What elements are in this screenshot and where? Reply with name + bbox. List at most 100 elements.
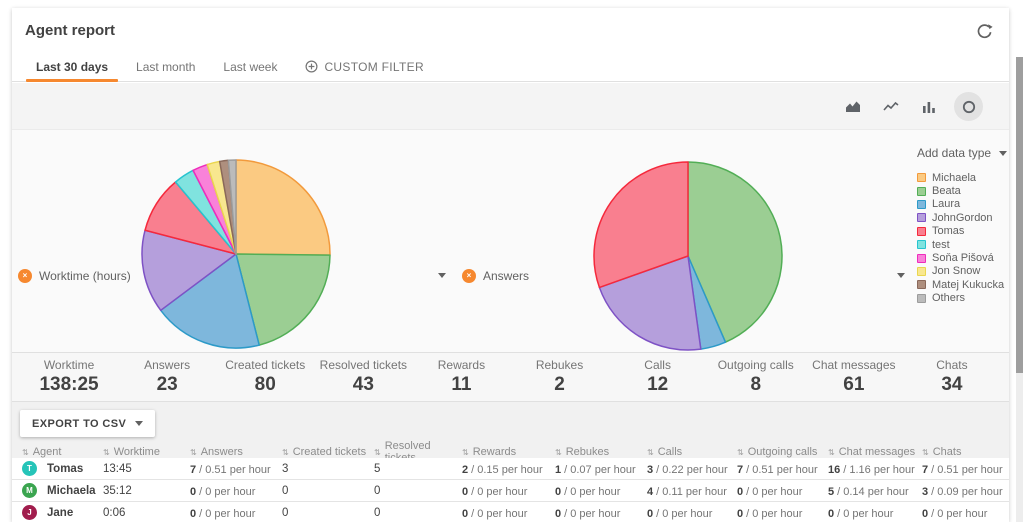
legend-swatch-icon bbox=[917, 253, 926, 263]
refresh-button[interactable] bbox=[973, 20, 995, 42]
rate: / 0 per hour bbox=[564, 507, 621, 520]
pie-slice-Laura[interactable] bbox=[159, 253, 260, 349]
legend-swatch-icon bbox=[917, 280, 926, 290]
pie-chart-glyph bbox=[962, 100, 975, 113]
value: 0 bbox=[647, 507, 654, 520]
legend-item[interactable]: Soňa Pišová bbox=[917, 251, 1009, 264]
value: 7 bbox=[190, 463, 197, 476]
worktime-cell: 0:06 bbox=[103, 506, 126, 519]
value: 7 bbox=[922, 463, 929, 476]
legend-item[interactable]: test bbox=[917, 238, 1009, 251]
stat-label: Worktime bbox=[43, 358, 95, 372]
legend-item[interactable]: Tomas bbox=[917, 225, 1009, 238]
sort-icon: ⇅ bbox=[190, 447, 197, 457]
agent-name: Jane bbox=[47, 506, 74, 519]
legend-label: Others bbox=[932, 292, 966, 305]
sort-icon: ⇅ bbox=[922, 447, 929, 457]
export-label: EXPORT TO CSV bbox=[32, 417, 127, 430]
value: 16 bbox=[828, 463, 841, 476]
export-caret-icon bbox=[135, 421, 144, 426]
table-row-tomas[interactable]: T Tomas 13:45 7/ 0.51 per hour 3 5 2/ 0.… bbox=[12, 458, 1009, 480]
legend-item[interactable]: Others bbox=[917, 292, 1009, 305]
pie-slice-JohnGordon[interactable] bbox=[598, 255, 702, 351]
column-header-chats[interactable]: ⇅ Chats bbox=[922, 446, 1009, 458]
column-header-chat-messages[interactable]: ⇅ Chat messages bbox=[828, 446, 922, 458]
rebukes-cell: 0/ 0 per hour bbox=[555, 504, 647, 522]
add-data-type-button[interactable]: Add data type bbox=[917, 146, 1009, 160]
circle-plus-icon bbox=[305, 60, 318, 73]
stat-label: Chats bbox=[936, 358, 968, 372]
legend-item[interactable]: JohnGordon bbox=[917, 211, 1009, 224]
bar-chart-icon[interactable] bbox=[914, 92, 943, 121]
sort-icon: ⇅ bbox=[282, 447, 289, 457]
legend-item[interactable]: Laura bbox=[917, 198, 1009, 211]
worktime-dropdown-caret-icon[interactable] bbox=[438, 273, 446, 278]
table-row-michaela[interactable]: M Michaela 35:12 0/ 0 per hour 0 0 0/ 0 … bbox=[12, 480, 1009, 502]
area-chart-icon[interactable] bbox=[838, 92, 867, 121]
tab-custom-filter[interactable]: CUSTOM FILTER bbox=[291, 52, 437, 81]
rate: / 0 per hour bbox=[656, 507, 713, 520]
sort-icon: ⇅ bbox=[828, 447, 835, 457]
tab-last-week[interactable]: Last week bbox=[209, 52, 291, 81]
add-data-type-label: Add data type bbox=[917, 146, 992, 160]
legend-item[interactable]: Beata bbox=[917, 184, 1009, 197]
stat-value: 34 bbox=[941, 374, 963, 395]
column-header-worktime[interactable]: ⇅ Worktime bbox=[103, 446, 190, 458]
tab-label: CUSTOM FILTER bbox=[324, 59, 424, 74]
column-header-rewards[interactable]: ⇅ Rewards bbox=[462, 446, 555, 458]
stat-chat-messages: Chat messages 61 bbox=[805, 353, 903, 401]
legend-label: Laura bbox=[932, 198, 961, 211]
answers-dropdown-caret-icon[interactable] bbox=[897, 273, 905, 278]
remove-answers-icon[interactable]: × bbox=[462, 268, 476, 283]
stat-value: 61 bbox=[843, 374, 865, 395]
legend-swatch-icon bbox=[917, 226, 926, 236]
pie-slice-Michaela[interactable] bbox=[235, 159, 331, 256]
legend-item[interactable]: Matej Kukucka bbox=[917, 278, 1009, 291]
scrollbar-thumb[interactable] bbox=[1016, 57, 1023, 373]
worktime-pie-chart[interactable] bbox=[140, 158, 332, 350]
tab-last-30-days[interactable]: Last 30 days bbox=[22, 52, 122, 82]
remove-worktime-icon[interactable]: × bbox=[18, 268, 32, 283]
column-header-agent[interactable]: ⇅ Agent bbox=[22, 446, 103, 458]
pie-slice-Beata[interactable] bbox=[235, 253, 331, 346]
stat-value: 2 bbox=[554, 374, 565, 395]
answers-pie-chart[interactable] bbox=[592, 160, 784, 352]
stat-label: Calls bbox=[644, 358, 671, 372]
column-header-rebukes[interactable]: ⇅ Rebukes bbox=[555, 446, 647, 458]
stat-value: 43 bbox=[352, 374, 374, 395]
agent-name: Michaela bbox=[47, 484, 96, 497]
table-row-jane[interactable]: J Jane 0:06 0/ 0 per hour 0 0 0/ 0 per h… bbox=[12, 502, 1009, 522]
legend-item[interactable]: Jon Snow bbox=[917, 265, 1009, 278]
pie-chart-icon[interactable] bbox=[954, 92, 983, 121]
legend-swatch-icon bbox=[917, 173, 926, 183]
page-title: Agent report bbox=[25, 22, 115, 39]
value: 0 bbox=[462, 485, 469, 498]
column-header-outgoing-calls[interactable]: ⇅ Outgoing calls bbox=[737, 446, 828, 458]
legend-swatch-icon bbox=[917, 293, 926, 303]
refresh-icon bbox=[977, 23, 993, 38]
tab-label: Last month bbox=[136, 59, 196, 74]
export-to-csv-button[interactable]: EXPORT TO CSV bbox=[20, 410, 156, 437]
legend-swatch-icon bbox=[917, 240, 926, 250]
sort-icon: ⇅ bbox=[374, 447, 381, 457]
column-header-calls[interactable]: ⇅ Calls bbox=[647, 446, 737, 458]
legend-label: test bbox=[932, 238, 950, 251]
column-header-answers[interactable]: ⇅ Answers bbox=[190, 446, 282, 458]
table-header-row: ⇅ Agent ⇅ Worktime ⇅ Answers ⇅ Created ticke… bbox=[12, 440, 1009, 464]
pie-slice-JohnGordon[interactable] bbox=[141, 229, 237, 312]
column-header-created-tickets[interactable]: ⇅ Created tickets bbox=[282, 446, 374, 458]
card-header: Agent report bbox=[12, 8, 1009, 52]
chart-legend: Add data type Michaela Beata Laura JohnG… bbox=[917, 146, 1009, 305]
pie-slice-Beata[interactable] bbox=[687, 161, 783, 343]
answers-cell: 0/ 0 per hour bbox=[190, 482, 282, 500]
tab-last-month[interactable]: Last month bbox=[122, 52, 209, 81]
rate: / 0 per hour bbox=[199, 485, 256, 498]
stat-answers: Answers 23 bbox=[118, 353, 216, 401]
pie-slice-Others[interactable] bbox=[227, 159, 237, 255]
pie-slice-Tomas[interactable] bbox=[593, 161, 689, 289]
line-chart-icon[interactable] bbox=[876, 92, 905, 121]
worktime-cell: 35:12 bbox=[103, 484, 132, 497]
rate: / 0 per hour bbox=[199, 507, 256, 520]
stat-label: Rewards bbox=[437, 358, 486, 372]
legend-item[interactable]: Michaela bbox=[917, 171, 1009, 184]
